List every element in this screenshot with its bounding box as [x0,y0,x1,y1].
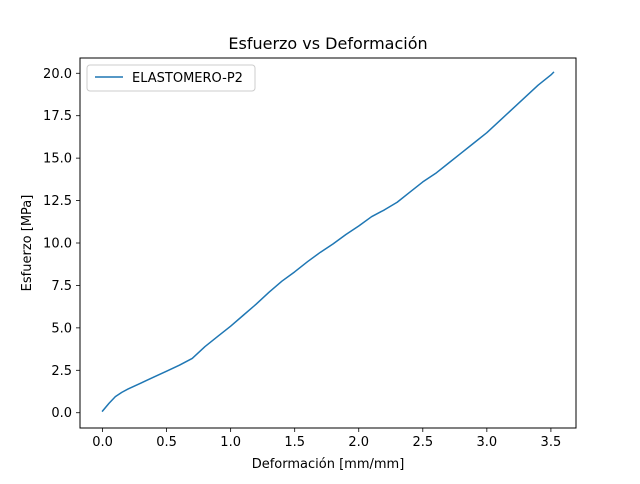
legend-box [86,64,256,92]
y-tick-label: 17.5 [43,109,72,124]
y-tick-label: 12.5 [43,194,72,209]
legend-label: ELASTOMERO-P2 [132,71,243,86]
series-line [101,71,555,413]
series-layer [101,71,555,413]
chart-title: Esfuerzo vs Deformación [228,34,427,53]
y-tick-label: 2.5 [51,364,72,379]
x-axis-ticks: 0.0 0.5 1.0 1.5 2.0 2.5 3.0 3.5 [92,428,561,450]
plot-area-frame [79,57,577,429]
y-tick-label: 5.0 [51,321,72,336]
x-tick-label: 2.0 [348,435,369,450]
legend: ELASTOMERO-P2 [86,64,256,92]
x-tick-label: 0.0 [92,435,113,450]
x-tick-label: 3.0 [476,435,497,450]
x-tick-label: 0.5 [156,435,177,450]
y-tick-label: 20.0 [43,67,72,82]
x-axis-label: Deformación [mm/mm] [252,457,405,472]
y-tick-label: 15.0 [43,152,72,167]
y-tick-label: 0.0 [51,406,72,421]
y-tick-label: 7.5 [51,279,72,294]
y-tick-label: 10.0 [43,237,72,252]
y-axis-ticks: 0.0 2.5 5.0 7.5 10.0 12.5 15.0 17.5 20.0 [43,67,80,421]
x-tick-label: 1.0 [220,435,241,450]
x-tick-label: 3.5 [541,435,562,450]
y-axis-label: Esfuerzo [MPa] [20,195,35,292]
x-tick-label: 2.5 [412,435,433,450]
x-tick-label: 1.5 [284,435,305,450]
